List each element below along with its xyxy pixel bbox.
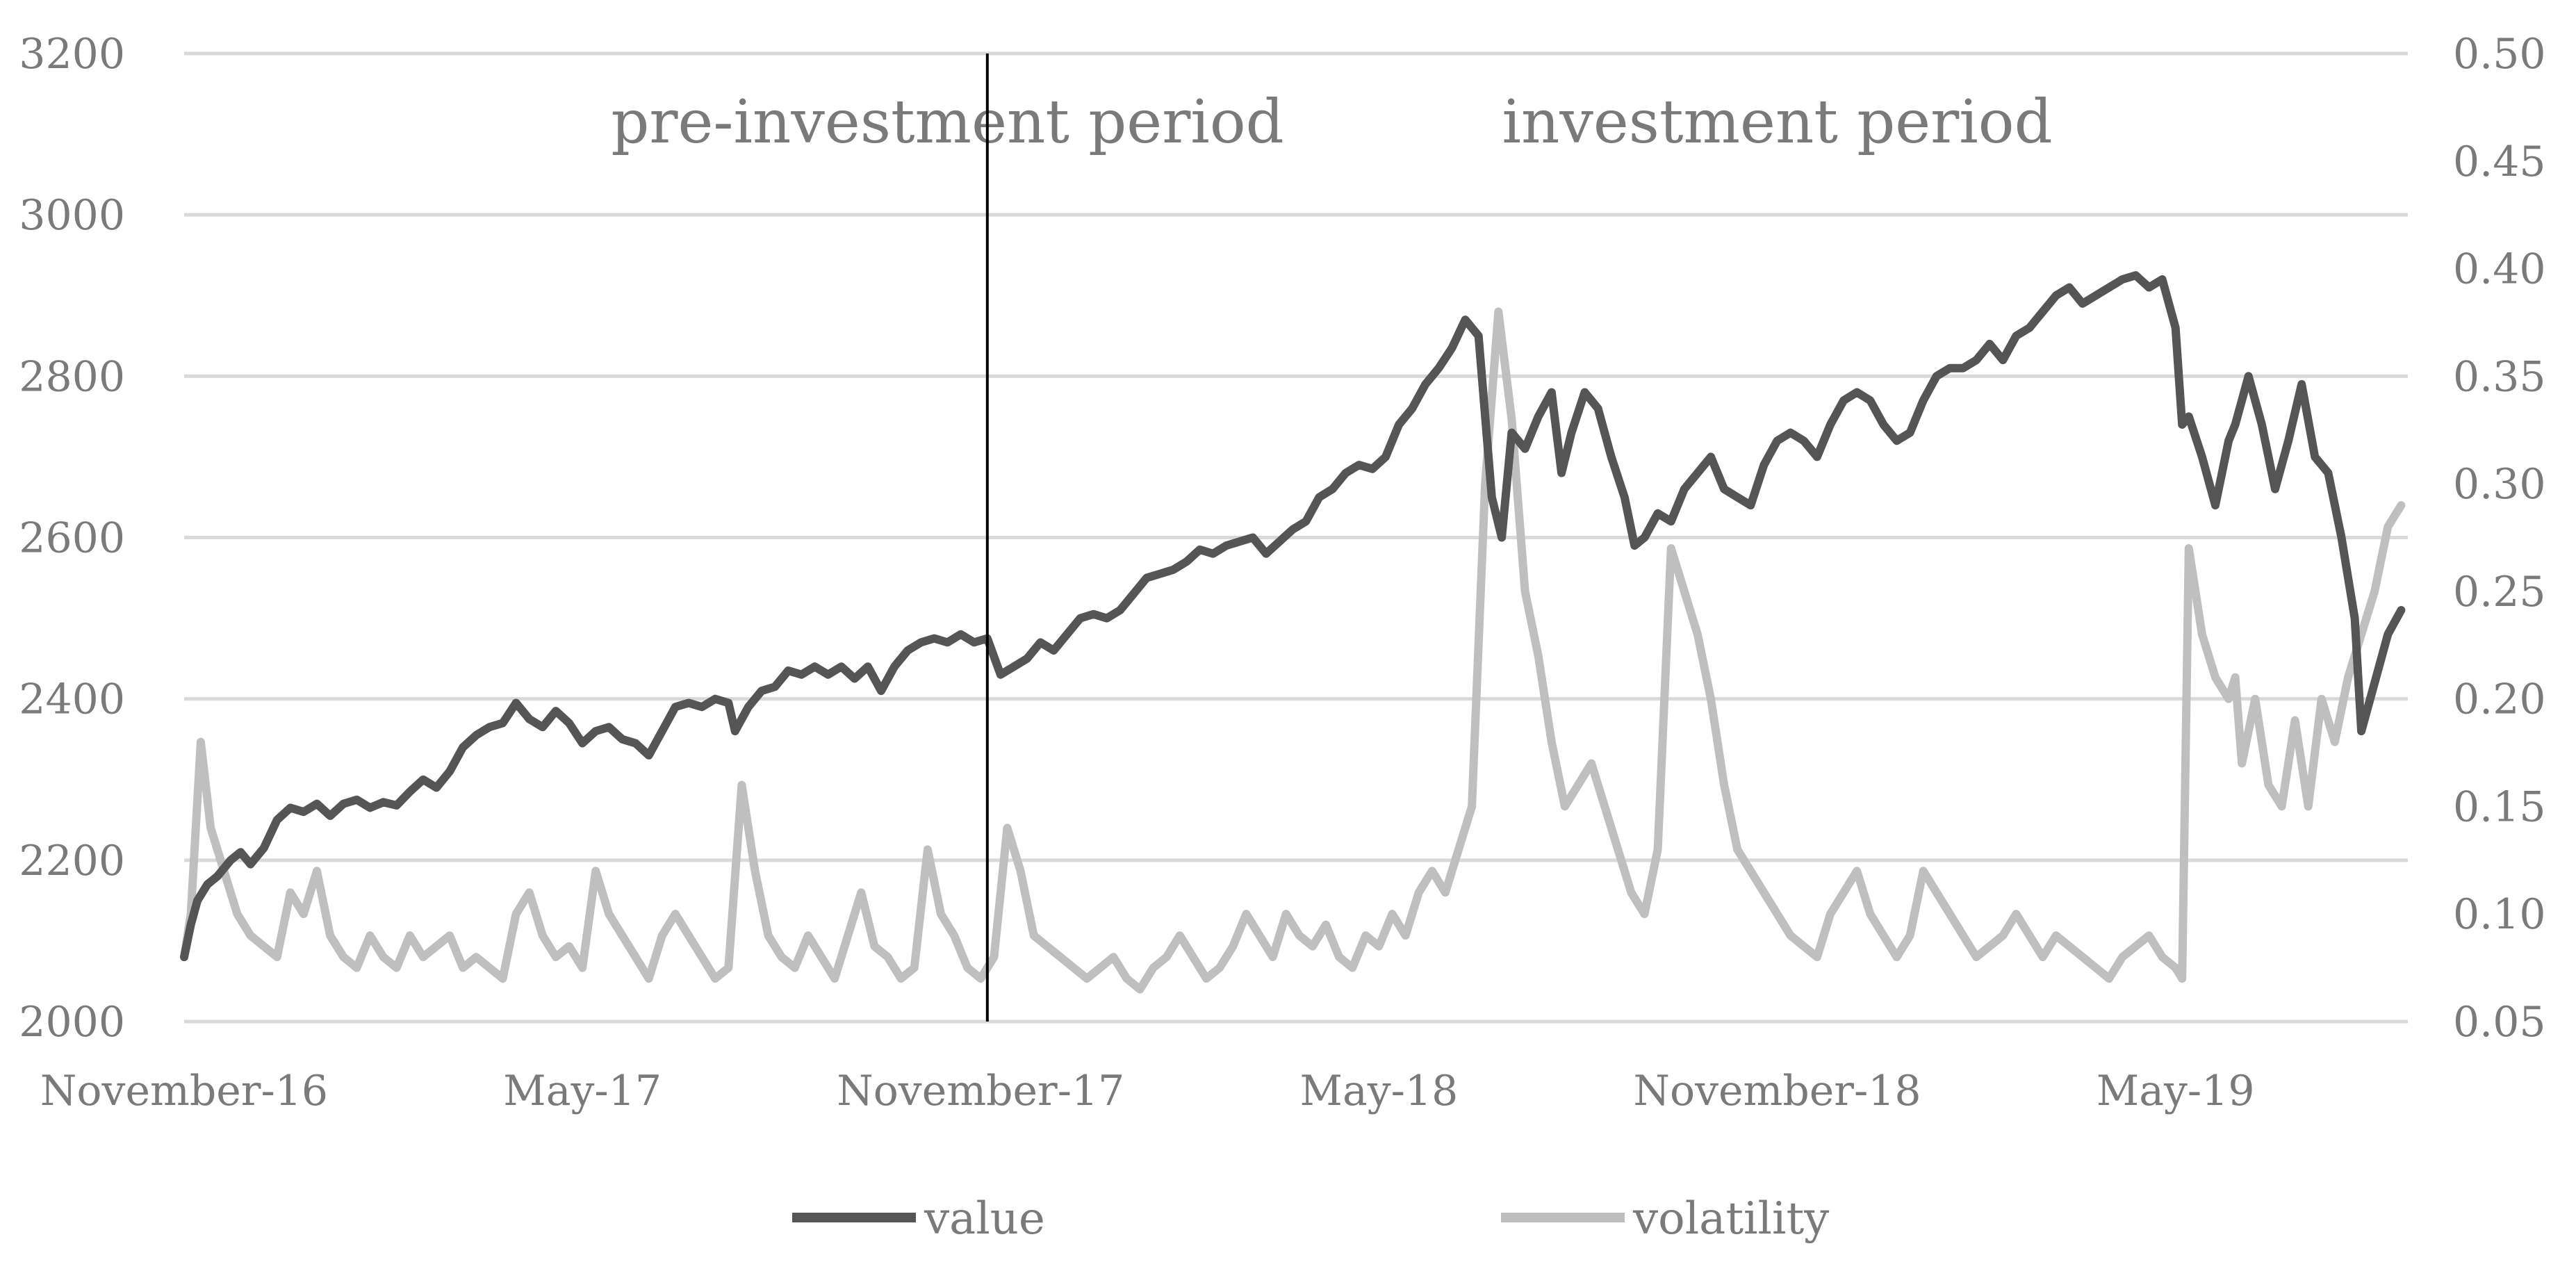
y2-tick-label: 0.15 <box>2453 783 2546 831</box>
x-tick-label: November-18 <box>1633 1067 1921 1115</box>
y2-tick-label: 0.05 <box>2453 998 2546 1047</box>
y2-tick-label: 0.45 <box>2453 138 2546 186</box>
left-axis-tick-labels: 2000 2200 2400 2600 2800 3000 3200 <box>19 30 125 1047</box>
right-axis-tick-labels: 0.05 0.10 0.15 0.20 0.25 0.30 0.35 0.40 0.45 0.50 <box>2453 30 2546 1047</box>
legend-label-volatility: volatility <box>1632 1193 1829 1245</box>
y2-tick-label: 0.20 <box>2453 675 2546 724</box>
period-annotations: pre-investment period investment period <box>611 88 2052 157</box>
horizontal-gridlines <box>184 51 2408 1024</box>
legend-label-value: value <box>924 1193 1045 1245</box>
y2-tick-label: 0.50 <box>2453 30 2546 79</box>
y2-tick-label: 0.10 <box>2453 890 2546 939</box>
y-tick-label: 2400 <box>19 675 125 724</box>
x-tick-label: November-17 <box>837 1067 1124 1115</box>
y-tick-label: 3000 <box>19 191 125 240</box>
x-tick-label: November-16 <box>40 1067 328 1115</box>
x-tick-label: May-18 <box>1300 1067 1459 1115</box>
y2-tick-label: 0.40 <box>2453 245 2546 294</box>
period-label: investment period <box>1502 88 2052 157</box>
period-label: pre-investment period <box>611 88 1283 157</box>
x-tick-label: May-17 <box>503 1067 662 1115</box>
y-tick-label: 3200 <box>19 30 125 79</box>
series-line-volatility <box>180 307 2406 994</box>
y-tick-label: 2800 <box>19 352 125 401</box>
y-tick-label: 2000 <box>19 998 125 1047</box>
x-tick-label: May-19 <box>2097 1067 2255 1115</box>
legend: value volatility <box>792 1193 1829 1245</box>
y2-tick-label: 0.35 <box>2453 352 2546 401</box>
y2-tick-label: 0.30 <box>2453 460 2546 509</box>
y-tick-label: 2200 <box>19 837 125 885</box>
plot-area <box>180 271 2406 994</box>
x-axis-tick-labels: November-16 May-17 November-17 May-18 Novemb… <box>40 1067 2255 1115</box>
y-tick-label: 2600 <box>19 514 125 563</box>
series-line-value <box>180 271 2406 962</box>
y2-tick-label: 0.25 <box>2453 568 2546 616</box>
